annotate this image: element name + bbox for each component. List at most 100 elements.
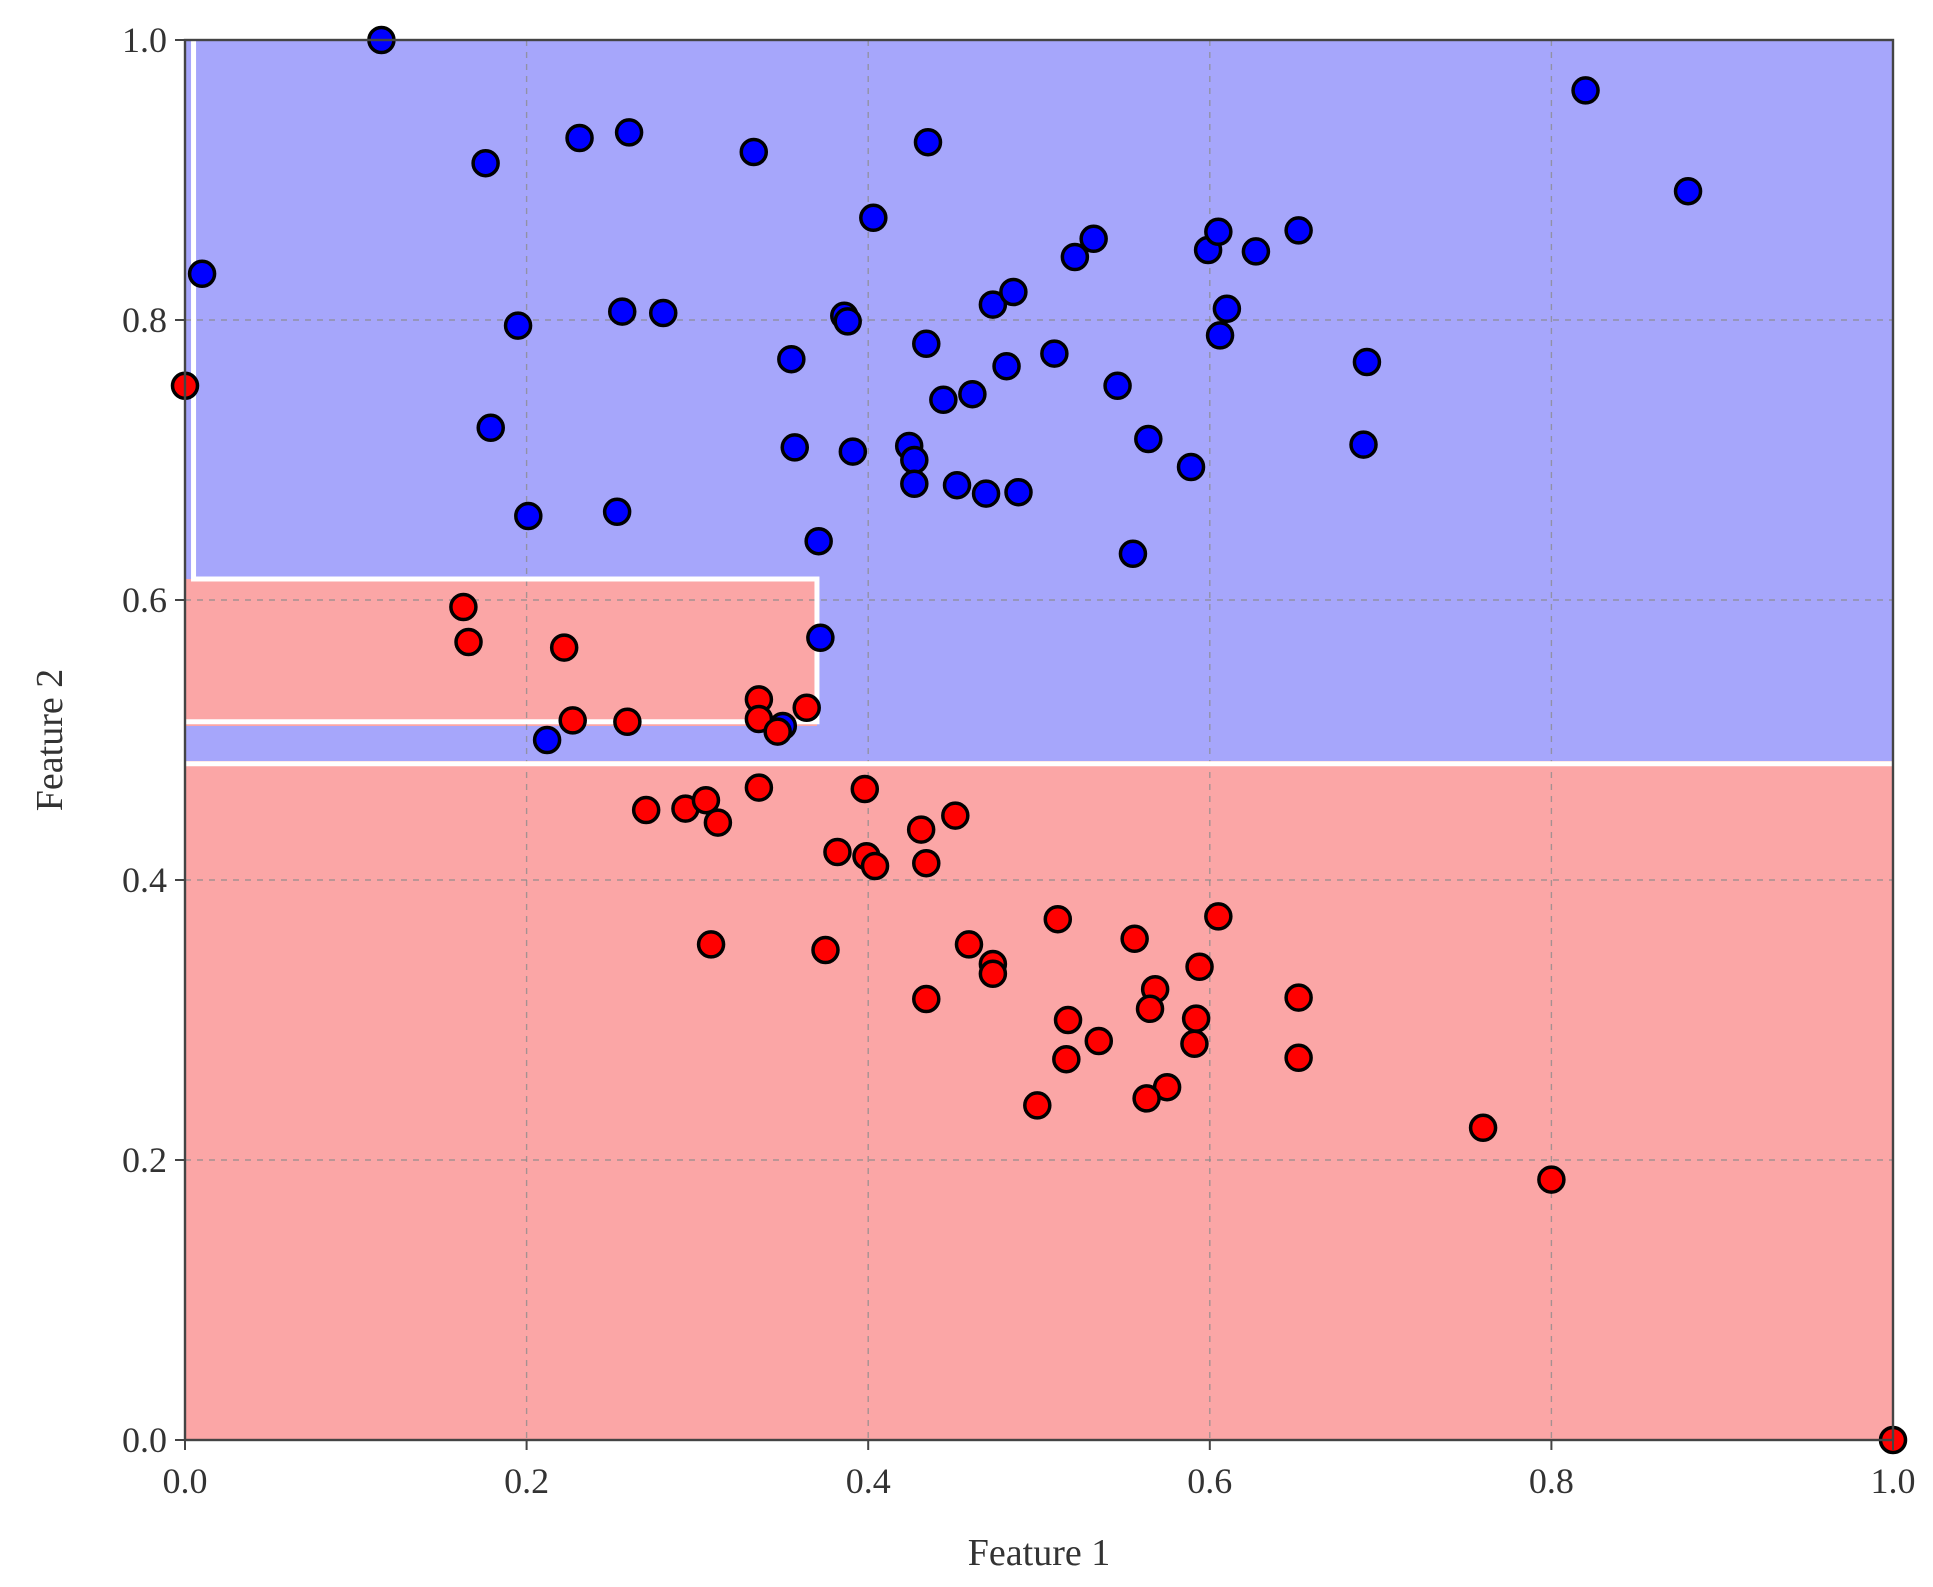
red-point-9 [631,795,661,825]
blue-point-10 [648,298,678,328]
red-point-34 [1053,1005,1083,1035]
y-tick-label-5: 1.0 [122,20,167,60]
x-tick-label-2: 0.4 [846,1461,891,1501]
blue-point-33 [1060,242,1090,272]
red-point-33 [1181,1004,1211,1033]
blue-point-21 [942,470,972,500]
red-point-29 [1204,902,1233,931]
blue-point-15 [476,413,505,443]
scatter-points [170,25,1908,1455]
red-point-8 [792,693,821,723]
y-tick-label-2: 0.4 [122,860,167,900]
red-point-18 [906,815,936,844]
blue-point-2 [471,148,500,178]
blue-point-35 [1103,371,1132,401]
red-point-26 [912,984,941,1014]
blue-point-40 [1204,217,1233,247]
red-point-44 [1537,1165,1566,1194]
blue-point-38 [1118,539,1148,569]
y-tick-label-1: 0.2 [122,1140,167,1180]
red-point-35 [1084,1026,1114,1056]
red-point-22 [811,935,840,965]
x-tick-label-4: 0.8 [1529,1461,1574,1501]
blue-point-46 [1349,430,1378,459]
blue-point-29 [992,351,1021,381]
blue-point-41 [1241,237,1271,266]
red-point-43 [1468,1113,1498,1143]
red-point-41 [1132,1084,1161,1113]
red-point-17 [860,851,890,881]
red-point-4 [613,707,642,737]
red-point-14 [850,774,880,804]
red-point-38 [1284,983,1313,1012]
blue-point-34 [1079,224,1108,254]
blue-point-25 [602,497,632,527]
red-point-1 [454,627,483,657]
blue-point-43 [1212,294,1242,324]
blue-point-7 [859,203,888,233]
blue-point-19 [900,445,929,475]
blue-point-42 [1284,216,1313,245]
blue-point-24 [514,501,543,531]
red-point-37 [1052,1044,1081,1074]
blue-point-26 [804,526,833,556]
blue-point-4 [614,118,644,147]
blue-point-9 [607,297,637,326]
red-point-0 [449,592,478,622]
blue-point-45 [1352,347,1382,377]
blue-point-12 [833,307,862,336]
blue-point-1 [187,259,217,289]
plot-frame [183,38,1895,1442]
red-point-42 [1023,1091,1052,1120]
red-point-21 [696,930,726,959]
red-point-19 [941,801,970,830]
region-red-2 [185,579,817,726]
red-point-3 [558,706,587,735]
boundary-line-1 [185,40,820,725]
blue-point-37 [1176,452,1206,482]
blue-point-3 [565,123,594,153]
red-point-7 [763,717,792,746]
x-tick-label-3: 0.6 [1187,1461,1232,1501]
blue-point-30 [1040,339,1069,368]
blue-point-6 [913,127,943,157]
red-point-2 [549,633,579,662]
blue-point-23 [1004,477,1033,507]
y-axis-label: Feature 2 [29,669,71,811]
blue-point-32 [999,277,1028,307]
red-point-13 [744,773,774,802]
red-point-12 [703,808,733,837]
blue-point-44 [1205,321,1235,350]
red-point-28 [1120,924,1149,954]
red-point-15 [823,837,852,867]
red-point-27 [1043,904,1073,934]
red-point-25 [978,959,1008,989]
blue-point-28 [958,379,987,409]
red-point-39 [1284,1043,1313,1073]
red-point-32 [1135,994,1165,1024]
blue-point-8 [503,311,533,340]
x-tick-label-0: 0.0 [163,1461,208,1501]
blue-point-14 [777,344,806,374]
red-point-36 [1180,1029,1209,1059]
blue-point-5 [739,137,769,167]
x-axis-ticks: 0.0 0.2 0.4 0.6 0.8 1.0 [163,1440,1916,1501]
blue-point-20 [900,469,929,499]
y-tick-label-3: 0.6 [122,580,167,620]
blue-point-36 [1134,424,1163,454]
x-tick-label-5: 1.0 [1871,1461,1916,1501]
decision-regions [185,40,1893,1440]
red-point-23 [954,930,984,959]
blue-point-31 [978,290,1008,319]
red-point-30 [1185,952,1214,982]
blue-point-47 [1571,76,1600,105]
x-axis-label: Feature 1 [968,1532,1110,1574]
y-tick-label-0: 0.0 [122,1420,167,1460]
blue-point-49 [806,623,835,653]
x-tick-label-1: 0.2 [504,1461,549,1501]
blue-point-17 [838,437,868,466]
y-axis-ticks: 0.0 0.2 0.4 0.6 0.8 1.0 [122,20,185,1460]
blue-point-48 [1673,176,1703,206]
decision-boundaries [185,40,1893,767]
blue-point-22 [971,479,1001,508]
